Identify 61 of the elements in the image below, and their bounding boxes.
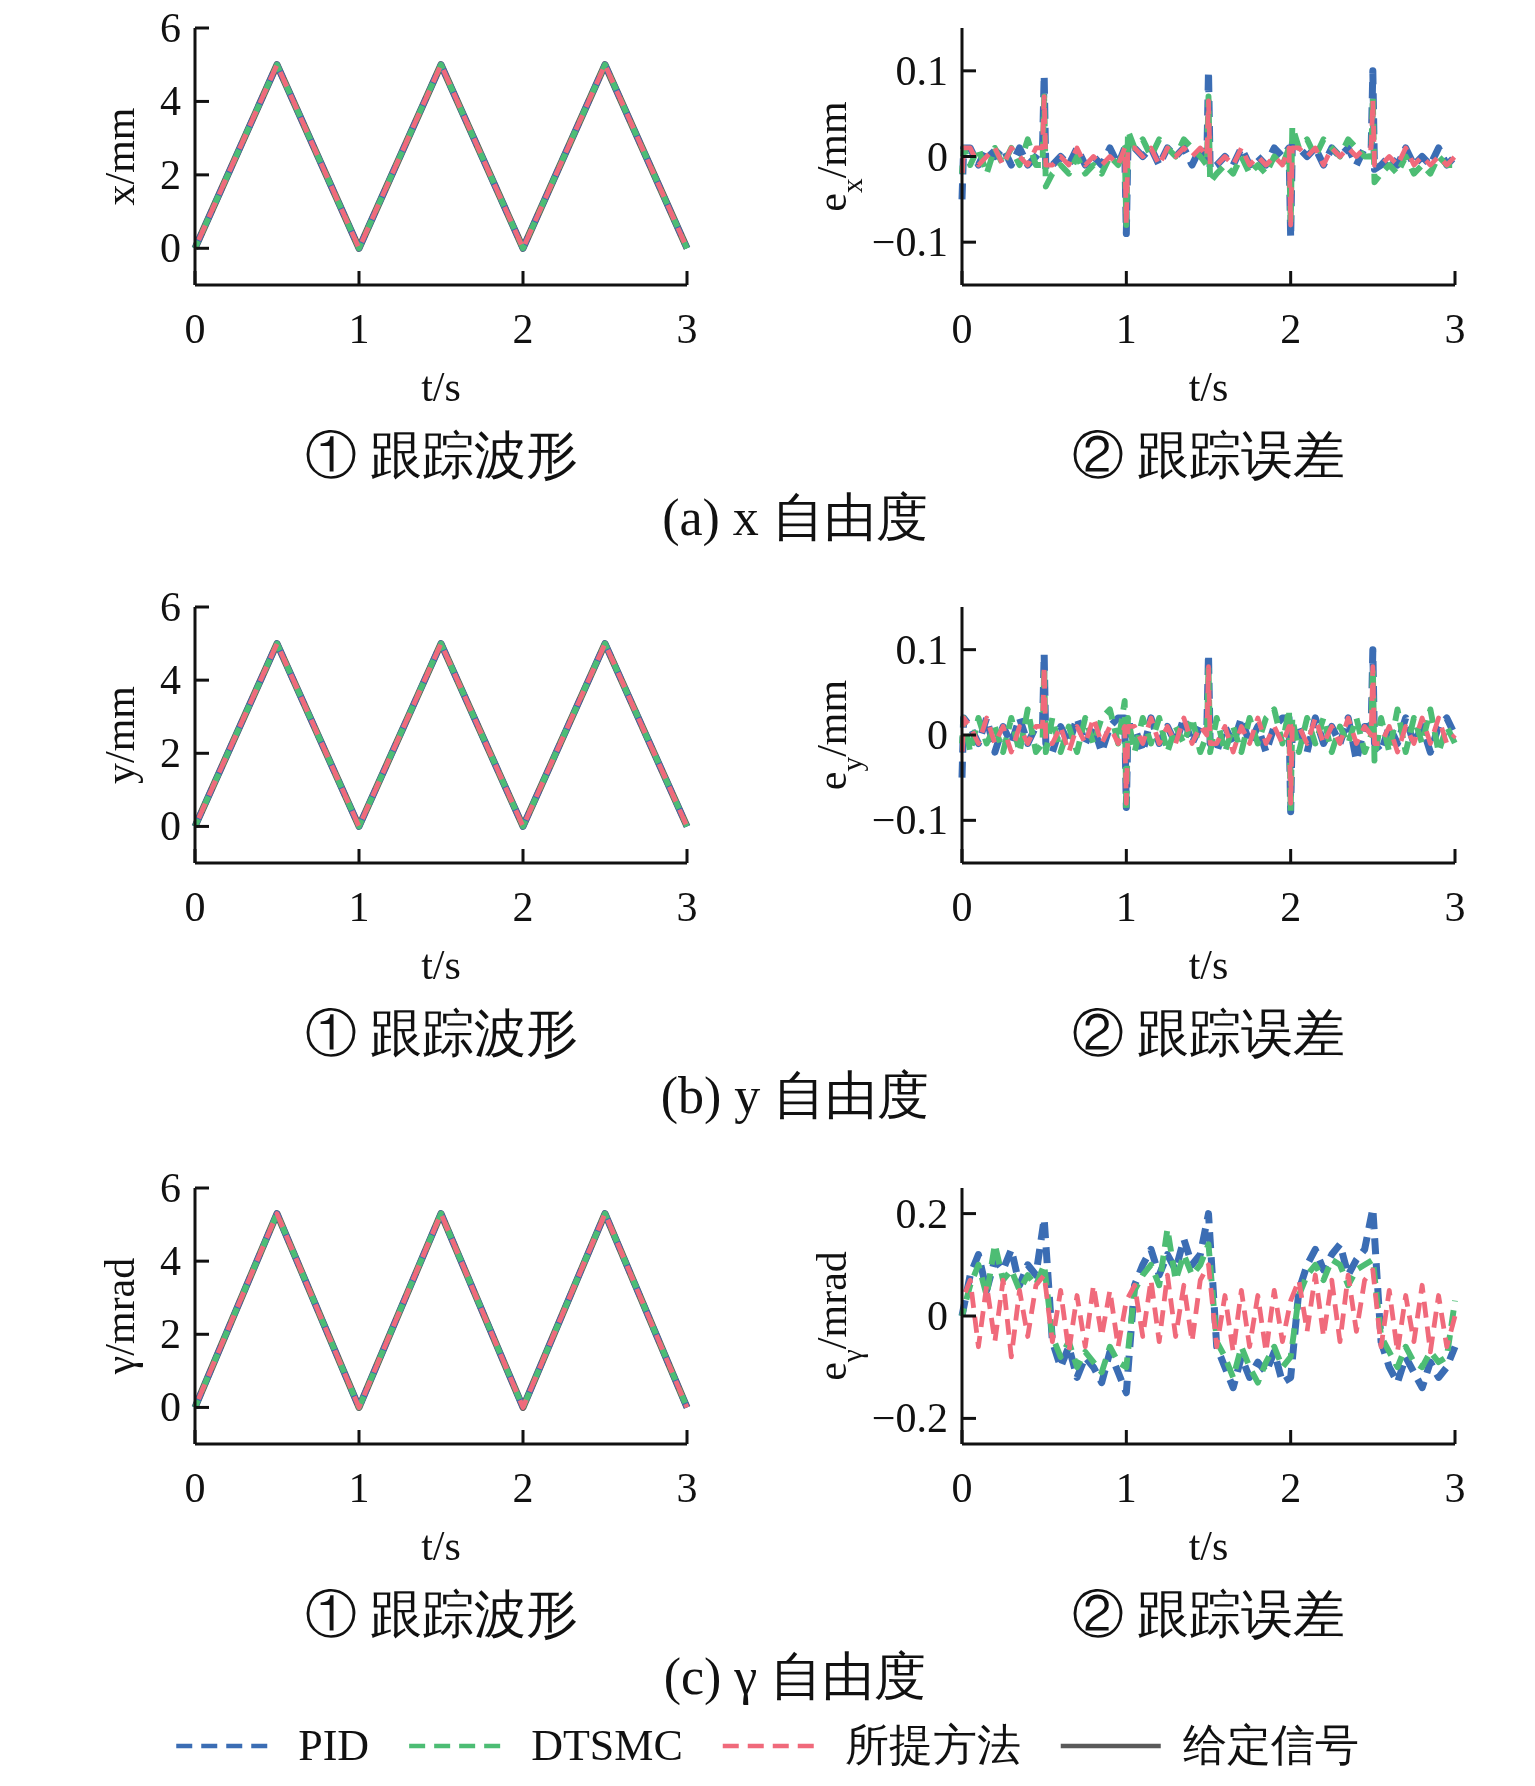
x-tick-label: 3 (676, 884, 698, 930)
text: (b) y 自由度 (660, 1067, 930, 1125)
x-axis-title: t/s (1188, 942, 1229, 988)
x-axis-title: t/s (421, 942, 461, 988)
y-tick-label: 2 (160, 151, 181, 198)
x-tick-label: 1 (1115, 306, 1137, 352)
x-axis-title: t/s (1188, 364, 1229, 410)
x-tick-label: 2 (1280, 884, 1302, 930)
y-tick-label: 0.1 (895, 626, 948, 673)
text: ① 跟踪波形 (304, 1586, 578, 1643)
y-axis-title: γ/mrad (97, 1257, 143, 1376)
legend-label: DTSMC (531, 1721, 683, 1770)
x-tick-label: 2 (1280, 306, 1302, 352)
y-tick-label: −0.1 (871, 797, 948, 844)
x-tick-label: 3 (1444, 884, 1466, 930)
legend-label: PID (298, 1721, 370, 1770)
x-tick-label: 1 (348, 884, 370, 930)
y-tick-label: 6 (160, 584, 181, 630)
y-tick-label: 4 (160, 1238, 181, 1285)
x-tick-label: 1 (1115, 884, 1137, 930)
x-tick-label: 3 (676, 1465, 698, 1511)
y-tick-label: 6 (160, 5, 181, 51)
y-tick-label: −0.1 (871, 219, 948, 266)
x-tick-label: 1 (1115, 1465, 1137, 1511)
y-tick-label: 0 (927, 1293, 948, 1339)
y-tick-label: 4 (160, 657, 181, 704)
y-tick-label: 2 (160, 1311, 181, 1358)
y-tick-label: 6 (160, 1165, 181, 1211)
text: ① 跟踪波形 (304, 1005, 578, 1062)
text: ① 跟踪波形 (304, 427, 578, 484)
y-tick-label: 2 (160, 730, 181, 777)
legend-label: 所提方法 (844, 1721, 1021, 1770)
text: (a) x 自由度 (662, 489, 928, 547)
x-tick-label: 2 (512, 884, 534, 930)
y-tick-label: 0 (160, 803, 181, 850)
y-axis-title: x/mm (97, 107, 143, 206)
y-tick-label: 0 (160, 225, 181, 272)
text: ② 跟踪误差 (1072, 1586, 1345, 1643)
y-tick-label: 0.1 (895, 47, 948, 94)
y-tick-label: 0 (927, 133, 948, 180)
x-tick-label: 2 (512, 1465, 534, 1511)
y-tick-label: 0 (927, 712, 948, 758)
x-tick-label: 1 (348, 306, 370, 352)
x-tick-label: 2 (512, 306, 534, 352)
text: ② 跟踪误差 (1072, 1005, 1345, 1062)
x-axis-title: t/s (421, 364, 461, 410)
x-tick-label: 3 (676, 306, 698, 352)
x-tick-label: 3 (1444, 306, 1466, 352)
y-tick-label: 4 (160, 78, 181, 125)
text: (c) γ 自由度 (663, 1648, 927, 1706)
x-axis-title: t/s (1188, 1523, 1229, 1569)
y-tick-label: 0 (160, 1384, 181, 1431)
x-tick-label: 2 (1280, 1465, 1302, 1511)
legend-label: 给定信号 (1182, 1721, 1359, 1770)
x-tick-label: 1 (348, 1465, 370, 1511)
x-axis-title: t/s (421, 1523, 461, 1569)
x-tick-label: 3 (1444, 1465, 1466, 1511)
y-tick-label: 0.2 (895, 1190, 948, 1237)
y-axis-title: y/mm (97, 685, 143, 785)
text: ② 跟踪误差 (1072, 427, 1345, 484)
y-tick-label: −0.2 (871, 1395, 948, 1442)
